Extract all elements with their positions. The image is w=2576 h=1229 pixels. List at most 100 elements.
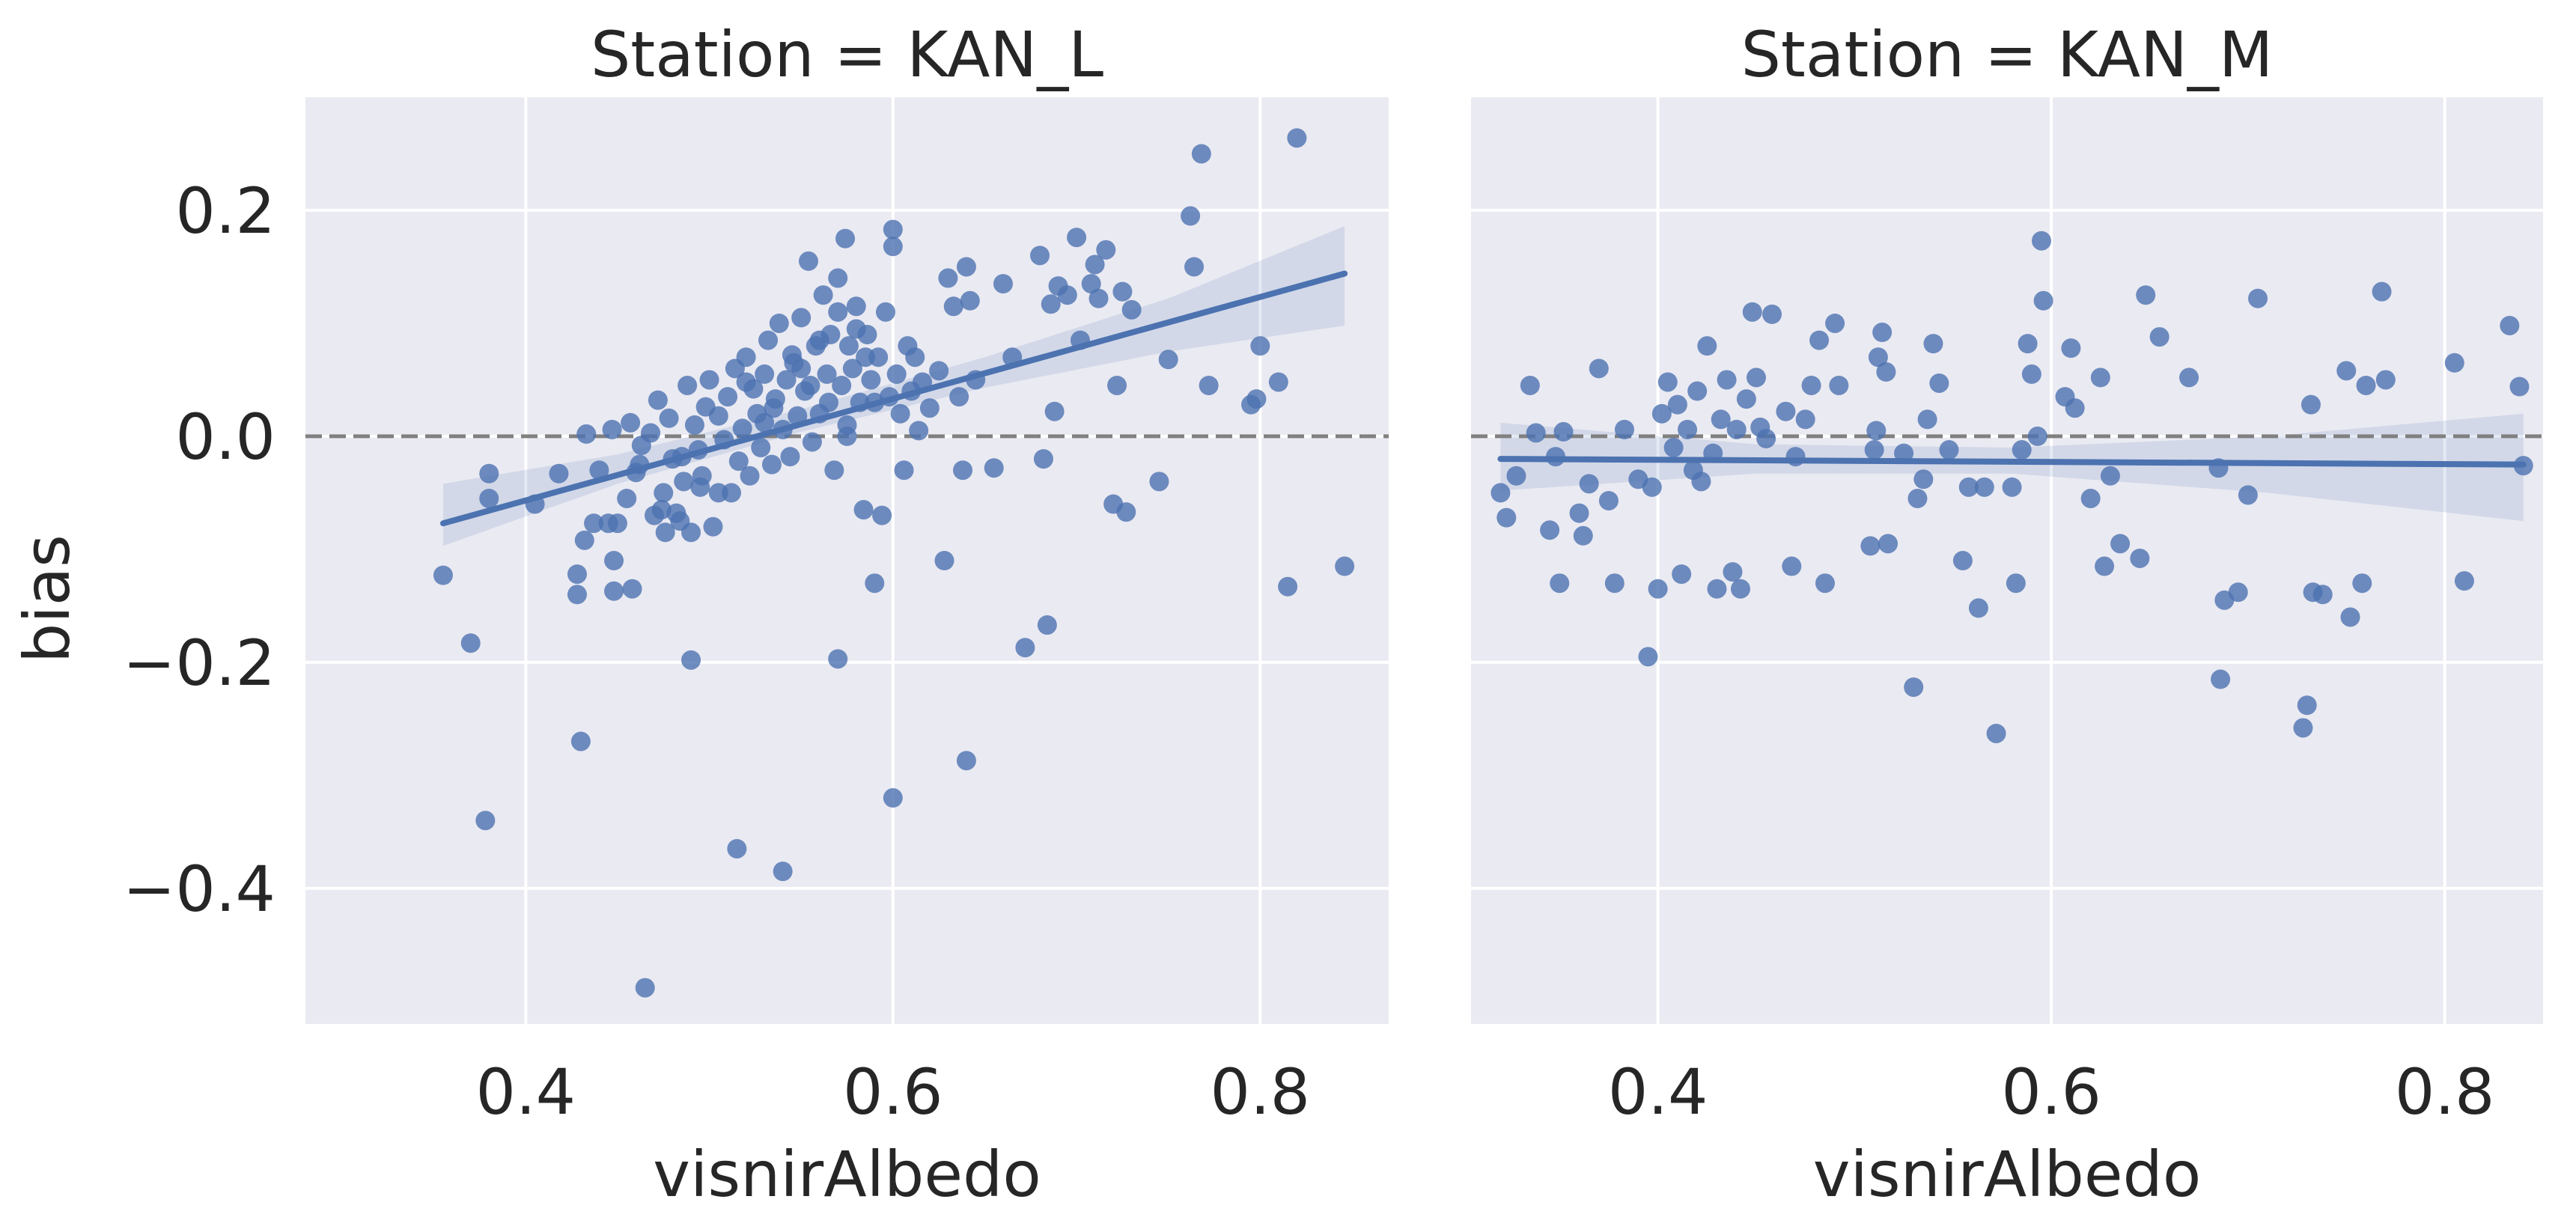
y-tick-label: −0.2	[123, 626, 275, 700]
data-point	[861, 370, 881, 390]
data-point	[1579, 474, 1599, 494]
data-point	[1158, 350, 1178, 370]
data-point	[1569, 503, 1589, 523]
data-point	[1184, 257, 1205, 277]
regression-line-kan-l	[439, 270, 1348, 527]
data-point	[479, 488, 499, 508]
data-point	[2080, 488, 2101, 508]
data-point	[589, 460, 609, 481]
data-point	[842, 359, 862, 379]
data-point	[2375, 370, 2396, 390]
data-point	[1801, 375, 1821, 395]
data-point	[2027, 426, 2047, 446]
data-point	[758, 330, 779, 350]
data-point	[674, 472, 694, 492]
data-point	[1199, 375, 1219, 395]
data-point	[2293, 718, 2313, 738]
y-tick-label: 0.0	[175, 400, 275, 474]
panel-title-kan-l: Station = KAN_L	[591, 18, 1103, 91]
data-point	[1782, 556, 1802, 576]
data-point	[798, 251, 818, 271]
data-point	[1939, 440, 1959, 460]
data-point	[574, 530, 594, 550]
data-point	[1907, 488, 1928, 508]
data-point	[659, 408, 679, 428]
data-point	[1638, 647, 1658, 667]
data-point	[1697, 336, 1717, 356]
data-point	[1904, 677, 1924, 698]
data-point	[681, 522, 701, 543]
data-point	[2095, 556, 2115, 576]
x-tick-label: 0.8	[1211, 1055, 1311, 1129]
data-point	[755, 412, 775, 433]
data-point	[479, 463, 499, 484]
data-point	[2012, 440, 2032, 460]
data-point	[2500, 315, 2520, 335]
data-point	[1717, 370, 1737, 390]
data-point	[853, 500, 874, 520]
data-point	[1929, 373, 1949, 393]
data-point	[934, 551, 954, 570]
data-point	[838, 336, 859, 356]
data-point	[2136, 285, 2156, 305]
data-point	[736, 372, 756, 392]
data-point	[956, 751, 976, 771]
data-point	[791, 308, 812, 328]
data-point	[1860, 536, 1881, 556]
data-point	[1691, 472, 1711, 492]
confidence-band	[1500, 413, 2524, 522]
x-axis-label-kan-m: visnirAlbedo	[1813, 1138, 2201, 1211]
data-point	[890, 403, 910, 424]
data-point	[621, 412, 641, 433]
data-point	[699, 370, 719, 390]
data-point	[2352, 573, 2372, 594]
data-point	[2336, 361, 2357, 381]
y-tick-label: 0.2	[175, 174, 275, 248]
data-point	[433, 565, 453, 585]
data-point	[740, 466, 760, 486]
data-point	[1604, 573, 1625, 594]
data-point	[832, 375, 852, 395]
data-point	[1057, 285, 1077, 305]
data-point	[1866, 421, 1887, 441]
data-point	[1723, 562, 1743, 582]
data-point	[1191, 144, 1211, 164]
data-point	[2090, 368, 2110, 388]
data-point	[1614, 419, 1634, 439]
data-point	[732, 418, 752, 439]
data-point	[929, 361, 949, 381]
x-tick-labels-kan-l: 0.4 0.6 0.8	[476, 1055, 1311, 1129]
data-point	[1041, 294, 1061, 314]
data-point	[872, 505, 892, 525]
data-point	[1742, 302, 1762, 322]
data-point	[641, 423, 661, 443]
data-point	[1868, 347, 1888, 368]
data-point	[1506, 466, 1526, 486]
data-point	[2356, 375, 2376, 395]
data-point	[1107, 375, 1127, 395]
data-point	[2002, 477, 2022, 497]
data-point	[1598, 490, 1619, 510]
data-point	[604, 581, 624, 601]
plot-area-kan-l	[305, 97, 1389, 1024]
data-point	[1067, 228, 1087, 248]
data-point	[1917, 409, 1937, 430]
data-point	[1081, 274, 1101, 294]
data-point	[1651, 403, 1672, 424]
data-point	[654, 483, 674, 503]
data-point	[1287, 128, 1307, 148]
data-point	[718, 387, 738, 407]
data-point	[938, 268, 958, 288]
data-point	[690, 477, 710, 497]
data-point	[2110, 534, 2131, 554]
data-point	[1762, 304, 1782, 324]
data-point	[800, 375, 820, 395]
data-point	[769, 313, 789, 333]
data-point	[2509, 376, 2530, 397]
data-point	[576, 424, 597, 444]
panel-kan-l: 0.4 0.6 0.8 0.2 0.0 −0.2 −0.4 Station = KAN_L…	[123, 18, 1389, 1211]
data-point	[1815, 573, 1835, 594]
data-point	[817, 364, 837, 384]
data-point	[567, 585, 587, 605]
